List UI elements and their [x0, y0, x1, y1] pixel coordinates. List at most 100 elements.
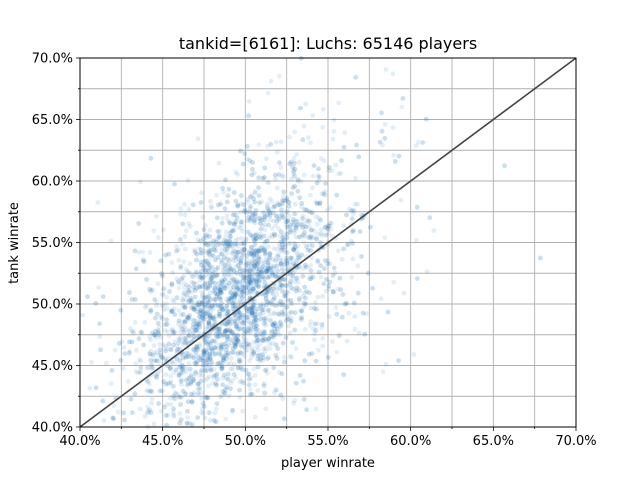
- data-point: [248, 278, 254, 283]
- data-point: [318, 240, 323, 245]
- data-point: [264, 338, 270, 343]
- data-point: [193, 328, 199, 333]
- data-point: [168, 309, 174, 314]
- data-point: [312, 321, 318, 327]
- data-point: [219, 300, 224, 306]
- data-point: [212, 285, 218, 291]
- data-point: [229, 228, 235, 234]
- data-point: [121, 345, 127, 350]
- data-point: [199, 390, 204, 396]
- data-point: [347, 206, 352, 212]
- data-point: [328, 220, 334, 226]
- data-point: [202, 367, 207, 373]
- data-point: [204, 232, 210, 238]
- data-point: [189, 399, 195, 405]
- data-point: [246, 371, 252, 377]
- data-point: [150, 352, 156, 358]
- data-point: [278, 299, 283, 304]
- data-point: [212, 318, 217, 324]
- data-point: [201, 295, 207, 301]
- data-point: [210, 303, 215, 309]
- data-point: [351, 228, 356, 233]
- data-point: [274, 213, 279, 219]
- data-point: [256, 274, 262, 279]
- data-point: [270, 322, 276, 327]
- data-point: [154, 303, 160, 308]
- data-point: [213, 332, 219, 338]
- data-point: [325, 226, 331, 232]
- data-point: [308, 267, 313, 273]
- data-point: [281, 237, 287, 243]
- data-point: [285, 297, 291, 303]
- data-point: [238, 314, 244, 320]
- data-point: [212, 290, 218, 296]
- data-point: [278, 229, 284, 235]
- data-point: [340, 292, 346, 297]
- data-point: [166, 251, 172, 257]
- data-point: [297, 373, 303, 378]
- data-point: [230, 407, 236, 413]
- data-point: [295, 275, 300, 281]
- data-point: [178, 378, 184, 384]
- data-point: [200, 373, 206, 378]
- data-point: [182, 304, 188, 310]
- data-point: [219, 220, 225, 226]
- data-point: [250, 210, 256, 216]
- data-point: [178, 236, 184, 242]
- data-point: [269, 287, 274, 292]
- data-point: [217, 314, 222, 319]
- data-point: [262, 276, 267, 282]
- data-point: [184, 350, 190, 356]
- data-point: [262, 336, 267, 342]
- data-point: [345, 242, 351, 247]
- data-point: [288, 309, 294, 315]
- data-point: [237, 287, 242, 293]
- data-point: [342, 301, 348, 307]
- data-point: [188, 295, 194, 301]
- data-point: [241, 318, 247, 323]
- data-point: [272, 330, 278, 335]
- data-point: [222, 238, 227, 243]
- data-point: [265, 307, 271, 313]
- data-point: [197, 284, 203, 289]
- data-point: [235, 285, 241, 291]
- data-point: [152, 332, 158, 338]
- data-point: [226, 342, 232, 348]
- data-point: [306, 209, 312, 214]
- data-point: [126, 350, 132, 356]
- data-point: [250, 212, 256, 217]
- data-point: [267, 217, 273, 223]
- data-point: [277, 202, 283, 208]
- data-point: [334, 311, 340, 317]
- data-point: [258, 316, 264, 322]
- data-point: [311, 163, 317, 169]
- data-point: [204, 349, 210, 355]
- data-point: [203, 223, 208, 228]
- data-point: [213, 239, 219, 245]
- data-point: [171, 342, 176, 348]
- data-point: [140, 257, 146, 263]
- data-point: [267, 210, 273, 216]
- data-point: [223, 283, 229, 288]
- data-point: [208, 280, 213, 286]
- data-point: [168, 347, 174, 352]
- data-point: [245, 229, 251, 235]
- data-point: [150, 365, 155, 371]
- data-point: [293, 223, 299, 229]
- data-point: [327, 223, 332, 229]
- data-point: [151, 343, 157, 348]
- data-point: [247, 209, 253, 215]
- data-point: [154, 349, 160, 355]
- data-point: [171, 412, 177, 418]
- data-point: [315, 258, 321, 263]
- data-point: [197, 278, 203, 283]
- data-point: [356, 330, 362, 336]
- data-point: [129, 339, 135, 345]
- data-point: [229, 294, 235, 300]
- data-point: [322, 225, 328, 230]
- data-point: [392, 159, 398, 164]
- data-point: [200, 265, 206, 271]
- data-point: [262, 247, 267, 253]
- data-point: [136, 336, 142, 342]
- data-point: [247, 209, 253, 215]
